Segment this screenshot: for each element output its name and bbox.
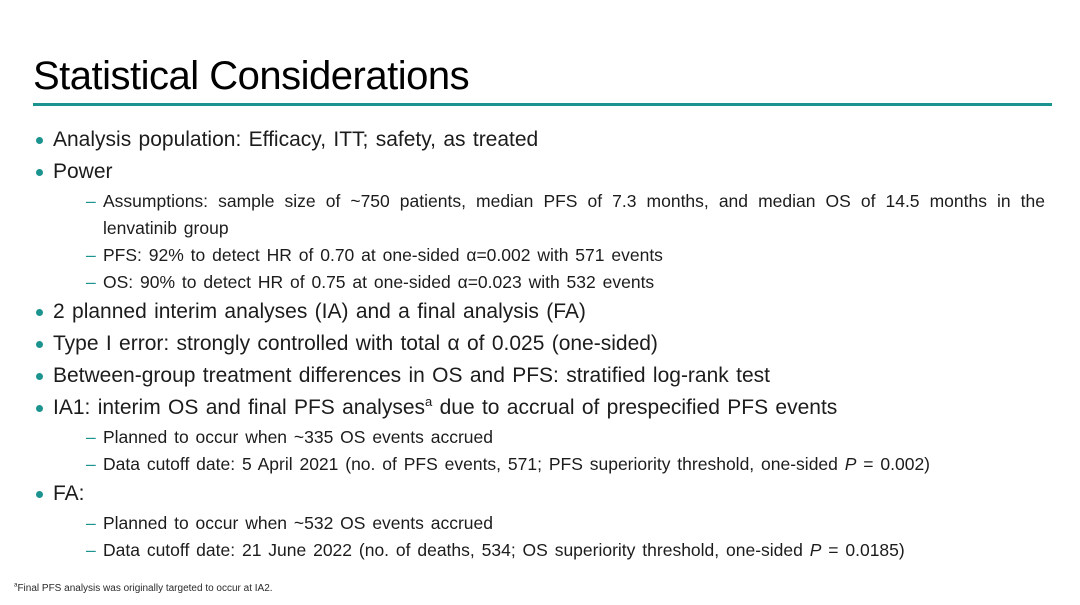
bullet-planned-analyses: 2 planned interim analyses (IA) and a fi… bbox=[33, 296, 1053, 328]
bullet-text: 2 planned interim analyses (IA) and a fi… bbox=[53, 300, 586, 323]
subbullet-text: Assumptions: sample size of ~750 patient… bbox=[103, 191, 1045, 238]
subbullet-text-post: = 0.0185) bbox=[821, 540, 905, 560]
bullet-dot-icon bbox=[36, 309, 43, 316]
subbullet-assumptions: – Assumptions: sample size of ~750 patie… bbox=[33, 188, 1045, 242]
bullet-dot-icon bbox=[36, 341, 43, 348]
bullet-text: Analysis population: Efficacy, ITT; safe… bbox=[53, 128, 539, 151]
bullet-text: IA1: interim OS and final PFS analysesa … bbox=[53, 394, 838, 419]
subbullet-text: PFS: 92% to detect HR of 0.70 at one-sid… bbox=[103, 245, 663, 265]
dash-icon: – bbox=[86, 272, 96, 292]
p-value-symbol: P bbox=[844, 454, 857, 474]
bullet-fa: FA: bbox=[33, 478, 1053, 510]
subbullet-ia1-cutoff: – Data cutoff date: 5 April 2021 (no. of… bbox=[33, 451, 1045, 478]
subbullet-text: Data cutoff date: 5 April 2021 (no. of P… bbox=[103, 454, 930, 474]
dash-icon: – bbox=[86, 540, 96, 560]
footnote-ref: a bbox=[425, 394, 433, 409]
slide-title: Statistical Considerations bbox=[33, 54, 470, 98]
subbullet-os-power: – OS: 90% to detect HR of 0.75 at one-si… bbox=[33, 269, 1045, 296]
footnote: aFinal PFS analysis was originally targe… bbox=[14, 581, 273, 595]
bullet-power: Power bbox=[33, 156, 1053, 188]
title-divider bbox=[33, 103, 1052, 106]
bullet-dot-icon bbox=[36, 137, 43, 144]
subbullet-text: Data cutoff date: 21 June 2022 (no. of d… bbox=[103, 540, 905, 560]
bullet-between-group: Between-group treatment differences in O… bbox=[33, 360, 1053, 392]
slide-body: Analysis population: Efficacy, ITT; safe… bbox=[33, 124, 1053, 564]
dash-icon: – bbox=[86, 513, 96, 533]
bullet-text: Power bbox=[53, 160, 113, 183]
bullet-dot-icon bbox=[36, 373, 43, 380]
subbullet-text: Planned to occur when ~335 OS events acc… bbox=[103, 427, 494, 447]
dash-icon: – bbox=[86, 245, 96, 265]
bullet-type1-error: Type I error: strongly controlled with t… bbox=[33, 328, 1053, 360]
dash-icon: – bbox=[86, 454, 96, 474]
subbullet-text-pre: Data cutoff date: 21 June 2022 (no. of d… bbox=[103, 540, 810, 560]
bullet-dot-icon bbox=[36, 169, 43, 176]
subbullet-text: Planned to occur when ~532 OS events acc… bbox=[103, 513, 494, 533]
subbullet-text: OS: 90% to detect HR of 0.75 at one-side… bbox=[103, 272, 655, 292]
bullet-ia1: IA1: interim OS and final PFS analysesa … bbox=[33, 392, 1053, 424]
bullet-analysis-population: Analysis population: Efficacy, ITT; safe… bbox=[33, 124, 1053, 156]
footnote-text: Final PFS analysis was originally target… bbox=[17, 583, 273, 594]
dash-icon: – bbox=[86, 191, 96, 211]
bullet-text: Between-group treatment differences in O… bbox=[53, 364, 770, 387]
bullet-text: Type I error: strongly controlled with t… bbox=[53, 332, 658, 355]
footnote-marker: a bbox=[14, 581, 18, 589]
bullet-dot-icon bbox=[36, 405, 43, 412]
dash-icon: – bbox=[86, 427, 96, 447]
subbullet-ia1-planned: – Planned to occur when ~335 OS events a… bbox=[33, 424, 1045, 451]
subbullet-text-post: = 0.002) bbox=[856, 454, 931, 474]
p-value-symbol: P bbox=[809, 540, 822, 560]
bullet-text-post: due to accrual of prespecified PFS event… bbox=[432, 396, 838, 419]
bullet-text-pre: IA1: interim OS and final PFS analyses bbox=[53, 396, 425, 419]
subbullet-fa-cutoff: – Data cutoff date: 21 June 2022 (no. of… bbox=[33, 537, 1045, 564]
subbullet-text-pre: Data cutoff date: 5 April 2021 (no. of P… bbox=[103, 454, 845, 474]
subbullet-pfs-power: – PFS: 92% to detect HR of 0.70 at one-s… bbox=[33, 242, 1045, 269]
bullet-dot-icon bbox=[36, 491, 43, 498]
subbullet-fa-planned: – Planned to occur when ~532 OS events a… bbox=[33, 510, 1045, 537]
bullet-text: FA: bbox=[53, 482, 85, 505]
